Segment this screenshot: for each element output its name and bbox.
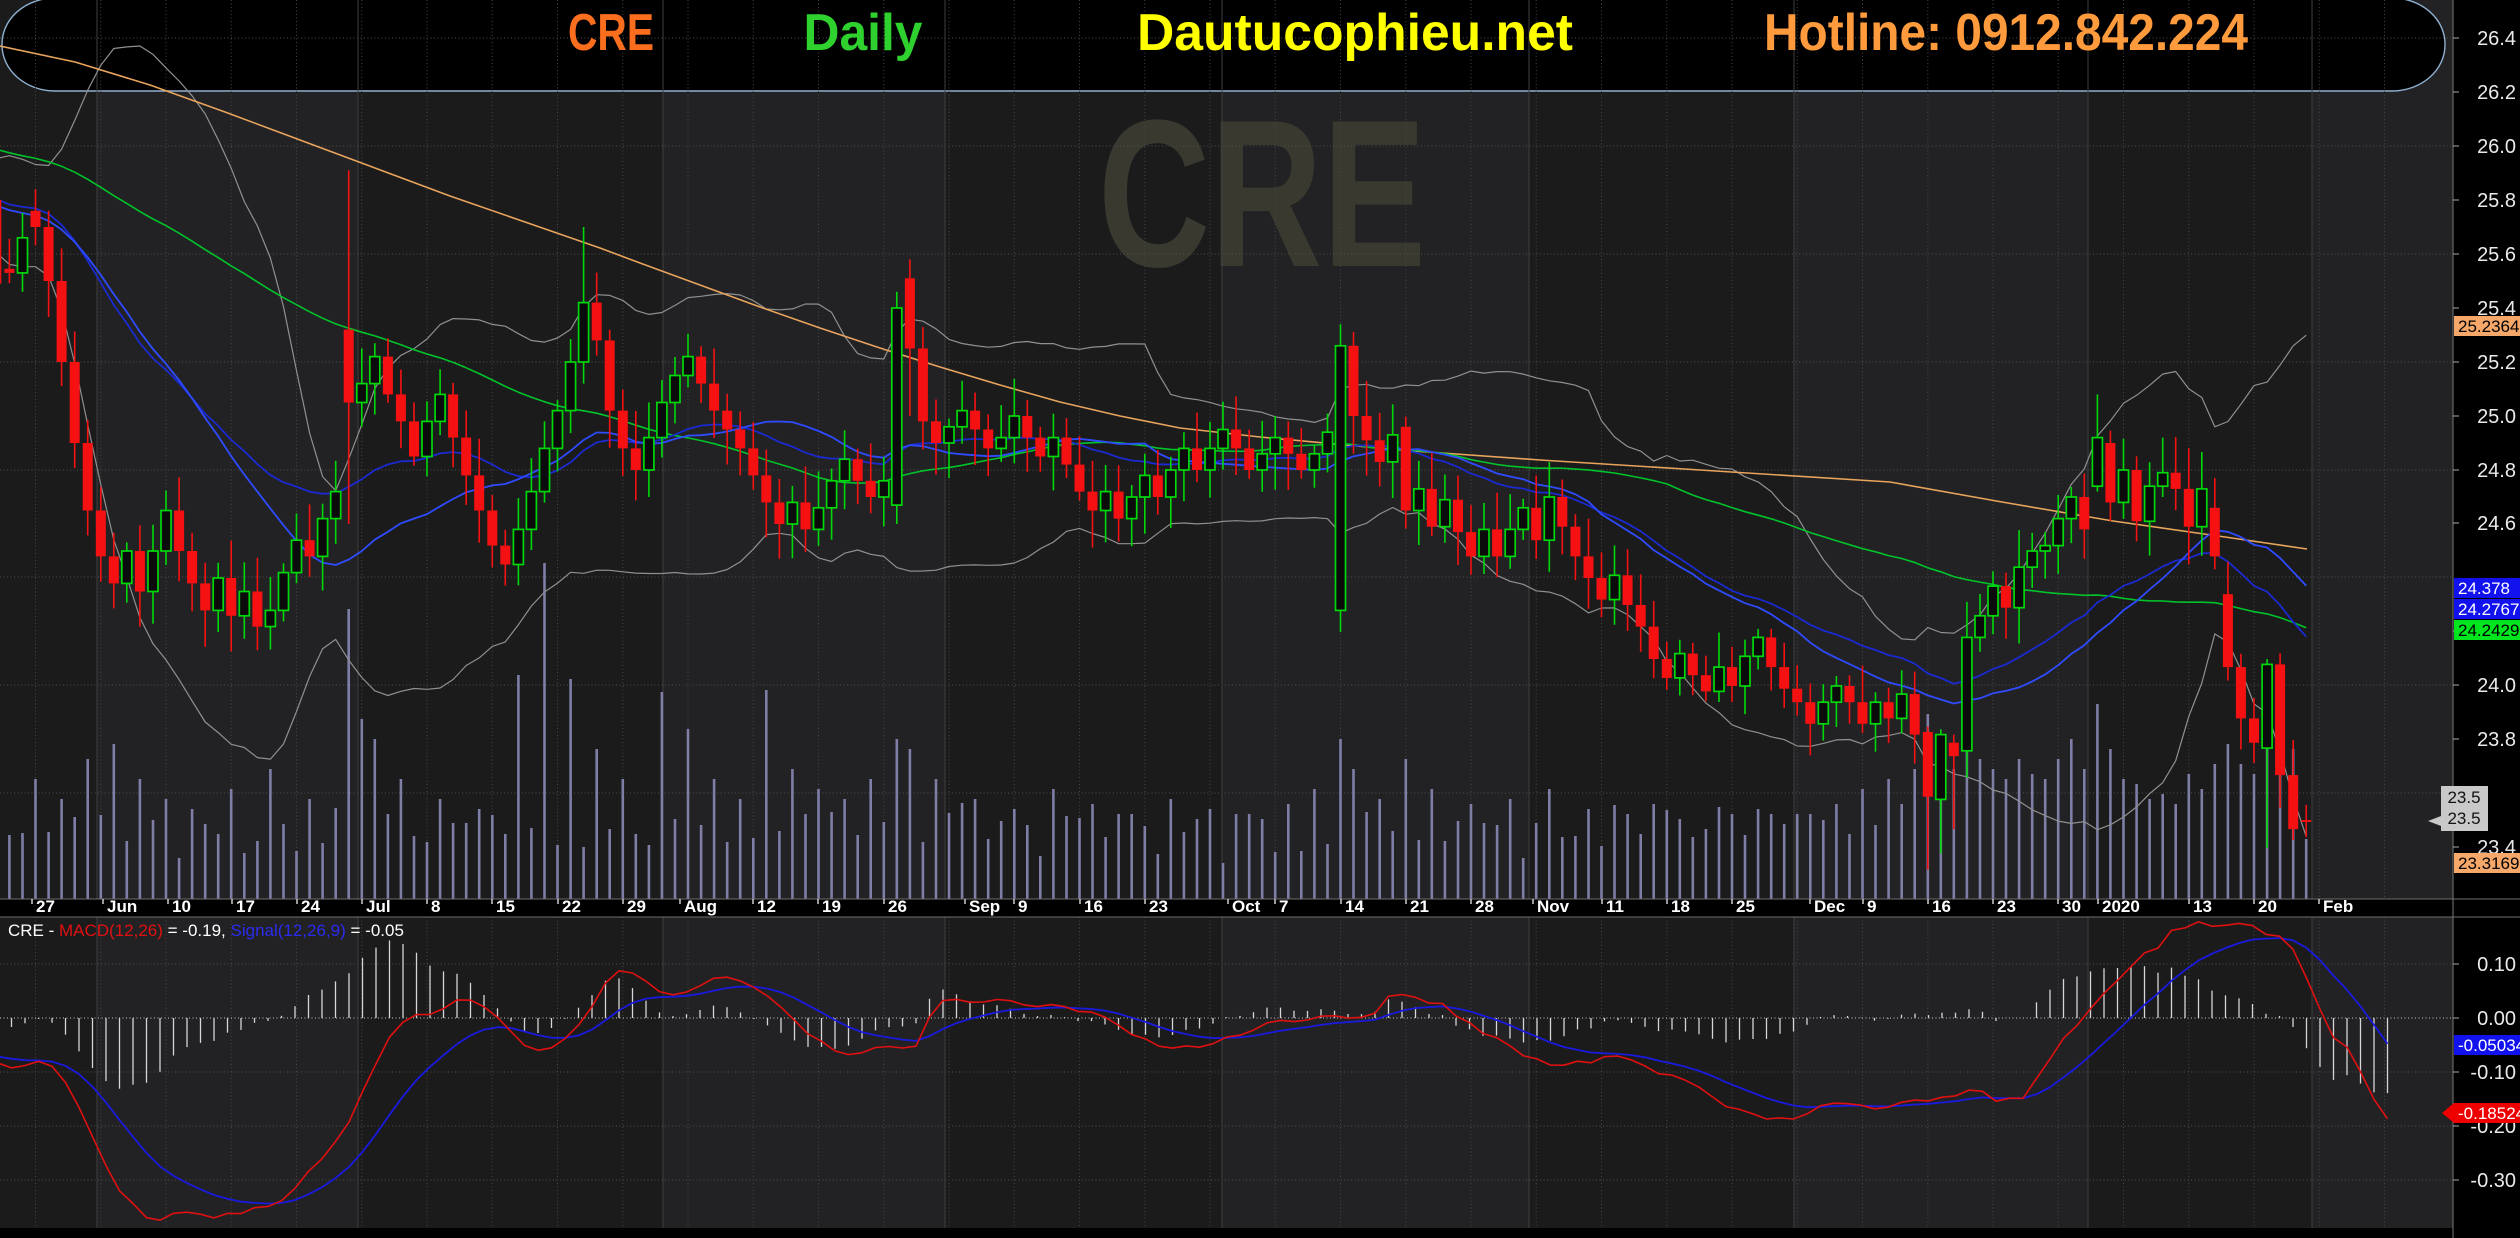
svg-text:Oct: Oct (1232, 897, 1261, 916)
svg-text:2020: 2020 (2102, 897, 2140, 916)
svg-text:24.8: 24.8 (2477, 460, 2516, 482)
svg-text:Aug: Aug (684, 897, 717, 916)
svg-text:26.0: 26.0 (2477, 136, 2516, 158)
svg-text:CRE - MACD(12,26) = -0.19, Sig: CRE - MACD(12,26) = -0.19, Signal(12,26,… (8, 921, 404, 940)
svg-text:Feb: Feb (2323, 897, 2353, 916)
svg-text:23.8: 23.8 (2477, 729, 2516, 751)
svg-text:24.6: 24.6 (2477, 513, 2516, 535)
svg-text:23.5: 23.5 (2447, 788, 2480, 807)
svg-text:25.2: 25.2 (2477, 352, 2516, 374)
svg-text:24.2767: 24.2767 (2458, 600, 2519, 619)
svg-text:24: 24 (301, 897, 320, 916)
svg-text:24.2429: 24.2429 (2458, 621, 2519, 640)
svg-text:23.5: 23.5 (2447, 809, 2480, 828)
svg-text:9: 9 (1018, 897, 1027, 916)
svg-text:-0.18524: -0.18524 (2458, 1104, 2520, 1123)
svg-text:Hotline: 0912.842.224: Hotline: 0912.842.224 (1764, 4, 2248, 62)
svg-text:16: 16 (1932, 897, 1951, 916)
svg-text:Nov: Nov (1537, 897, 1570, 916)
svg-text:16: 16 (1084, 897, 1103, 916)
svg-text:17: 17 (236, 897, 255, 916)
svg-text:25.8: 25.8 (2477, 190, 2516, 212)
svg-text:CRE: CRE (568, 4, 654, 62)
svg-text:9: 9 (1867, 897, 1876, 916)
svg-text:-0.05034: -0.05034 (2458, 1036, 2520, 1055)
svg-text:14: 14 (1345, 897, 1364, 916)
svg-text:12: 12 (757, 897, 776, 916)
svg-text:24.378: 24.378 (2458, 579, 2510, 598)
svg-text:Jul: Jul (366, 897, 391, 916)
svg-text:20: 20 (2258, 897, 2277, 916)
svg-text:23.3169: 23.3169 (2458, 854, 2519, 873)
svg-text:25.4: 25.4 (2477, 298, 2516, 320)
svg-text:Daily: Daily (804, 4, 923, 62)
svg-text:22: 22 (562, 897, 581, 916)
svg-text:8: 8 (431, 897, 440, 916)
svg-text:24.0: 24.0 (2477, 675, 2516, 697)
svg-text:26.2: 26.2 (2477, 82, 2516, 104)
svg-text:25: 25 (1736, 897, 1755, 916)
svg-text:13: 13 (2193, 897, 2212, 916)
svg-text:25.0: 25.0 (2477, 406, 2516, 428)
svg-text:23: 23 (1149, 897, 1168, 916)
svg-text:0.00: 0.00 (2477, 1008, 2516, 1030)
svg-text:28: 28 (1475, 897, 1494, 916)
svg-text:23: 23 (1997, 897, 2016, 916)
svg-text:-0.30: -0.30 (2470, 1170, 2516, 1192)
svg-text:Jun: Jun (107, 897, 137, 916)
svg-text:Dec: Dec (1814, 897, 1845, 916)
svg-text:21: 21 (1410, 897, 1429, 916)
svg-text:26: 26 (888, 897, 907, 916)
svg-text:25.6: 25.6 (2477, 244, 2516, 266)
svg-text:0.10: 0.10 (2477, 954, 2516, 976)
svg-text:19: 19 (822, 897, 841, 916)
svg-text:CRE: CRE (1098, 77, 1426, 311)
svg-text:29: 29 (627, 897, 646, 916)
svg-text:Dautucophieu.net: Dautucophieu.net (1137, 4, 1573, 62)
svg-text:Sep: Sep (969, 897, 1000, 916)
svg-text:11: 11 (1606, 897, 1624, 916)
svg-text:18: 18 (1671, 897, 1690, 916)
svg-text:-0.10: -0.10 (2470, 1062, 2516, 1084)
svg-text:15: 15 (496, 897, 515, 916)
svg-text:26.4: 26.4 (2477, 28, 2516, 50)
svg-text:10: 10 (172, 897, 191, 916)
svg-text:27: 27 (36, 897, 55, 916)
svg-text:7: 7 (1279, 897, 1288, 916)
svg-text:30: 30 (2062, 897, 2081, 916)
svg-text:25.2364: 25.2364 (2458, 317, 2519, 336)
